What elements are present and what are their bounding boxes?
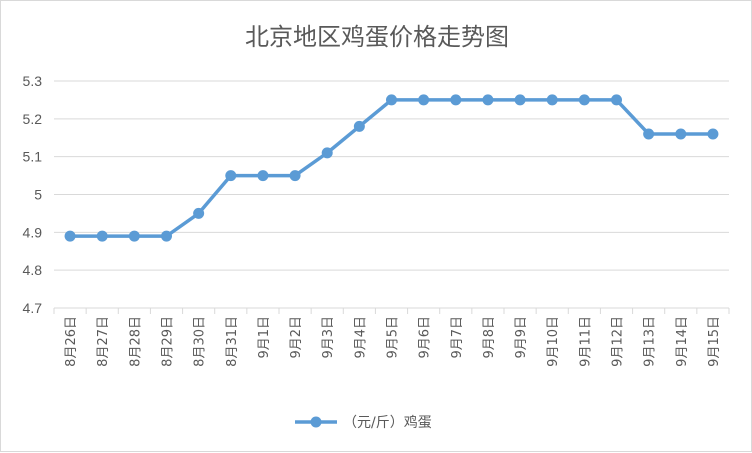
x-category-label: 9月1日 <box>257 316 272 359</box>
x-category-label: 8月30日 <box>193 316 208 367</box>
data-point <box>225 170 236 181</box>
data-point <box>290 170 301 181</box>
x-category-label: 8月26日 <box>64 316 79 367</box>
x-category-label: 9月6日 <box>418 316 433 359</box>
data-point <box>611 94 622 105</box>
series-line <box>70 100 713 236</box>
legend: （元/斤）鸡蛋 <box>295 414 432 431</box>
x-category-label: 9月9日 <box>514 316 529 359</box>
data-point <box>386 94 397 105</box>
x-category-label: 9月2日 <box>289 316 304 359</box>
y-axis-ticks: 4.7 4.8 4.9 5 5.1 5.2 5.3 <box>23 73 43 316</box>
x-category-label: 9月3日 <box>321 316 336 359</box>
data-point <box>322 147 333 158</box>
gridlines <box>54 81 729 308</box>
y-tick-label: 4.8 <box>23 262 43 278</box>
data-point <box>515 94 526 105</box>
legend-label: （元/斤）鸡蛋 <box>343 414 432 431</box>
x-category-label: 9月4日 <box>353 316 368 359</box>
data-point <box>707 128 718 139</box>
data-point <box>161 231 172 242</box>
x-category-label: 8月29日 <box>161 316 176 367</box>
y-tick-label: 5.2 <box>23 111 43 127</box>
y-tick-label: 5 <box>34 187 42 203</box>
x-category-label: 9月15日 <box>707 316 722 367</box>
data-point <box>257 170 268 181</box>
legend-dot-marker <box>311 417 322 428</box>
y-tick-label: 5.1 <box>23 149 43 165</box>
x-axis: 8月26日 8月27日 8月28日 8月29日 8月30日 8月31日 9月1日 9月2日 9月… <box>54 308 729 367</box>
data-point <box>579 94 590 105</box>
x-category-label: 8月31日 <box>225 316 240 367</box>
series-layer <box>65 94 719 241</box>
data-point <box>643 128 654 139</box>
y-tick-label: 5.3 <box>23 73 43 89</box>
x-category-label: 9月10日 <box>546 316 561 367</box>
x-category-label: 8月28日 <box>128 316 143 367</box>
data-point <box>65 231 76 242</box>
chart-title: 北京地区鸡蛋价格走势图 <box>245 23 509 51</box>
data-point <box>97 231 108 242</box>
data-point <box>547 94 558 105</box>
data-point <box>482 94 493 105</box>
x-category-label: 9月7日 <box>450 316 465 359</box>
x-category-label: 8月27日 <box>96 316 111 367</box>
x-category-label: 9月13日 <box>643 316 658 367</box>
data-point <box>418 94 429 105</box>
x-category-label: 9月8日 <box>482 316 497 359</box>
data-point <box>354 121 365 132</box>
y-tick-label: 4.9 <box>23 224 43 240</box>
data-point <box>129 231 140 242</box>
y-tick-label: 4.7 <box>23 300 43 316</box>
x-category-label: 9月5日 <box>386 316 401 359</box>
x-category-label: 9月14日 <box>675 316 690 367</box>
data-point <box>675 128 686 139</box>
x-category-label: 9月12日 <box>611 316 626 367</box>
x-category-label: 9月11日 <box>578 316 593 367</box>
data-point <box>193 208 204 219</box>
data-point <box>450 94 461 105</box>
